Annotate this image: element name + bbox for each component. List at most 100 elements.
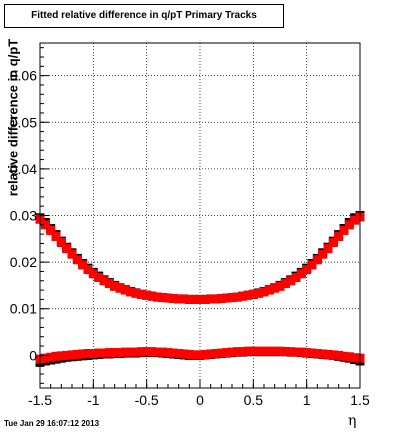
data-point-red [318,349,328,359]
data-point-red [40,220,50,230]
x-tick-label: 1 [303,392,311,408]
data-point-red [99,276,109,286]
data-point-red [264,285,274,295]
data-point-red [275,346,285,356]
data-point-red [286,276,296,286]
data-point-red [248,289,258,299]
data-point-red [56,238,66,248]
data-point-red [312,349,322,358]
data-point-red [328,350,338,360]
data-point-red [78,260,88,270]
data-point-red [51,231,61,241]
y-axis-ticks: 0 0.01 0.02 0.03 0.04 0.05 0.06 [10,47,49,384]
data-point-red [168,348,178,358]
data-point-red [62,244,72,254]
data-point-red [344,352,354,362]
data-point-red [344,220,354,230]
data-point-red [99,348,109,358]
data-point-red [158,347,168,357]
y-tick-label: 0.05 [10,114,37,130]
data-point-red [216,293,226,303]
data-point-red [168,293,178,303]
data-point-red [184,294,194,304]
x-axis-ticks: -1.5 -1 -0.5 0 0.5 1 1.5 [28,379,370,408]
y-tick-label: 0.01 [10,301,37,317]
data-point-red [216,348,226,358]
data-point-red [206,349,216,359]
data-point-red [174,294,184,304]
data-point-red [126,287,136,297]
data-point-red [254,346,264,356]
data-point-red [350,215,360,225]
data-point-red [291,273,301,283]
data-point-red [104,348,114,358]
data-point-red [40,353,50,363]
y-tick-label: 0.04 [10,161,37,177]
data-point-red [259,346,269,356]
data-point-red [238,291,248,301]
data-point-red [254,288,264,298]
data-point-red [232,347,242,357]
y-axis-label: relative difference in q/pT [5,38,21,197]
data-point-red [120,347,130,357]
data-point-red [142,347,152,357]
data-point-red [248,346,258,356]
data-point-red [291,347,301,357]
data-point-red [152,347,162,357]
data-point-red [131,288,141,298]
data-point-red [195,350,205,360]
data-point-red [339,225,349,235]
data-point-red [302,265,312,275]
data-point-red [158,293,168,303]
data-point-red [275,281,285,291]
data-point-red [334,350,344,360]
data-point-red [312,255,322,265]
grid-lines [39,43,361,388]
x-tick-label: 0 [196,392,204,408]
data-point-red [206,294,216,304]
y-tick-label: 0 [29,347,37,363]
data-point-red [227,293,237,303]
data-point-red [307,260,317,270]
data-point-red [222,348,232,358]
x-tick-label: -1 [87,392,100,408]
data-point-red [318,249,328,259]
data-point-red [350,353,360,363]
x-tick-label: -0.5 [135,392,159,408]
x-tick-label: -1.5 [28,392,52,408]
data-point-red [62,350,72,360]
data-point-red [190,294,200,304]
data-point-red [88,269,98,279]
x-tick-label: 1.5 [350,392,370,408]
data-point-red [259,287,269,297]
data-point-red [211,349,221,358]
data-point-red [270,283,280,293]
data-point-red [110,348,120,358]
chart-title: Fitted relative difference in q/pT Prima… [31,10,257,21]
data-point-red [136,347,146,357]
data-point-red [270,346,280,356]
data-point-red [174,349,184,358]
data-point-red [163,293,173,303]
data-point-red [227,347,237,357]
data-point-red [51,351,61,361]
data-point-red [83,265,93,275]
data-point-red [147,291,157,301]
data-point-red [126,347,136,357]
data-point-red [243,346,253,356]
timestamp: Tue Jan 29 16:07:12 2013 [4,419,100,428]
data-point-red [296,347,306,357]
data-point-red [56,351,66,361]
data-point-red [78,349,88,359]
data-point-red [120,285,130,295]
data-point-red [163,348,173,358]
data-point-red [200,349,210,359]
data-point-red [88,349,98,358]
data-point-red [131,347,141,357]
data-point-red [136,289,146,299]
data-point-red [67,350,77,360]
y-tick-label: 0.03 [10,208,37,224]
data-point-red [115,348,125,358]
x-axis-label: η [348,413,357,429]
